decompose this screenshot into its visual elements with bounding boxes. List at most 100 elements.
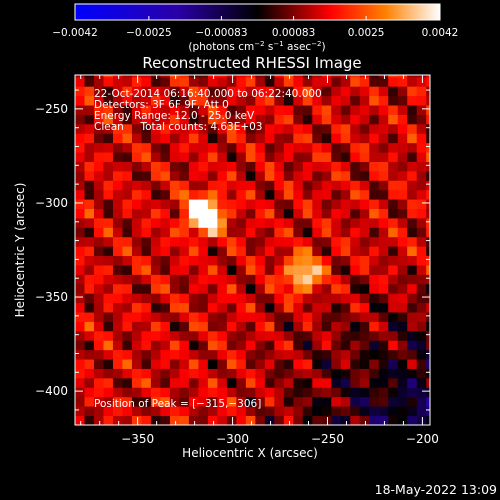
heatmap-cell [312, 255, 323, 266]
heatmap-cell [245, 133, 256, 144]
heatmap-cell [378, 227, 389, 238]
heatmap-cell [378, 208, 389, 219]
heatmap-cell [141, 189, 152, 200]
heatmap-cell [93, 274, 104, 285]
heatmap-cell [359, 321, 370, 332]
heatmap-cell [75, 406, 85, 416]
heatmap-cell [340, 321, 351, 332]
heatmap-cell [378, 274, 389, 285]
heatmap-cell [207, 161, 218, 172]
heatmap-cell [217, 208, 228, 219]
heatmap-cell [131, 114, 142, 125]
heatmap-cell [274, 189, 285, 200]
heatmap-cell [245, 105, 256, 115]
heatmap-cell [207, 152, 218, 162]
heatmap-cell [236, 265, 247, 275]
heatmap-cell [160, 133, 171, 144]
heatmap-cell [369, 396, 380, 407]
heatmap-cell [369, 199, 380, 210]
heatmap-cell [378, 368, 389, 379]
heatmap-cell [359, 340, 370, 351]
heatmap-cell [75, 114, 85, 125]
heatmap-cell [103, 142, 114, 153]
heatmap-cell [141, 75, 152, 78]
heatmap-cell [302, 161, 313, 172]
heatmap-cell [359, 265, 370, 275]
heatmap-cell [340, 227, 351, 238]
heatmap-cell [75, 340, 85, 351]
heatmap-cell [198, 321, 209, 332]
heatmap-cell [255, 180, 266, 191]
heatmap-cell [302, 377, 313, 388]
heatmap-cell [103, 152, 114, 162]
heatmap-cell [141, 302, 152, 313]
heatmap-cell [160, 330, 171, 341]
heatmap-cell [397, 218, 408, 228]
heatmap-cell [179, 246, 190, 257]
heatmap-cell [407, 377, 418, 388]
heatmap-cell [302, 330, 313, 341]
heatmap-cell [407, 227, 418, 238]
heatmap-cell [283, 255, 294, 266]
heatmap-cell [75, 133, 85, 144]
heatmap-cell [122, 396, 133, 407]
heatmap-cell [378, 349, 389, 360]
heatmap-cell [75, 246, 85, 257]
heatmap-cell [93, 189, 104, 200]
heatmap-cell [84, 227, 95, 238]
heatmap-cell [122, 312, 133, 322]
heatmap-cell [160, 321, 171, 332]
heatmap-cell [312, 114, 323, 125]
heatmap-cell [293, 152, 304, 162]
heatmap-cell [245, 142, 256, 153]
heatmap-cell [302, 114, 313, 125]
heatmap-cell [369, 349, 380, 360]
heatmap-cell [160, 170, 171, 181]
heatmap-cell [321, 255, 332, 266]
heatmap-cell [264, 133, 275, 144]
heatmap-cell [293, 95, 304, 106]
heatmap-cell [245, 406, 256, 416]
heatmap-cell [179, 199, 190, 210]
heatmap-cell [302, 321, 313, 332]
heatmap-cell [255, 105, 266, 115]
heatmap-cell [283, 218, 294, 228]
heatmap-cell [378, 236, 389, 247]
heatmap-cell [93, 180, 104, 191]
heatmap-cell [122, 274, 133, 285]
heatmap-cell [283, 123, 294, 134]
heatmap-cell [112, 377, 123, 388]
heatmap-cell [131, 227, 142, 238]
heatmap-cell [236, 199, 247, 210]
heatmap-cell [188, 312, 199, 322]
heatmap-cell [350, 265, 361, 275]
heatmap-cell [264, 255, 275, 266]
heatmap-cell [350, 105, 361, 115]
heatmap-cell [388, 142, 399, 153]
heatmap-cell [150, 123, 161, 134]
heatmap-cell [312, 283, 323, 294]
heatmap-cell [378, 246, 389, 257]
heatmap-cell [236, 86, 247, 97]
heatmap-cell [255, 321, 266, 332]
heatmap-cell [331, 274, 342, 285]
heatmap-cell [103, 312, 114, 322]
heatmap-cell [369, 255, 380, 266]
heatmap-cell [331, 114, 342, 125]
heatmap-cell [179, 359, 190, 369]
heatmap-cell [131, 180, 142, 191]
heatmap-cell [426, 170, 430, 181]
heatmap-cell [160, 114, 171, 125]
heatmap-cell [112, 349, 123, 360]
heatmap-cell [264, 142, 275, 153]
heatmap-cell [179, 340, 190, 351]
heatmap-cell [103, 321, 114, 332]
heatmap-cell [407, 302, 418, 313]
heatmap-cell [397, 114, 408, 125]
heatmap-cell [75, 255, 85, 266]
heatmap-cell [331, 321, 342, 332]
heatmap-cell [169, 265, 180, 275]
heatmap-cell [264, 283, 275, 294]
heatmap-cell [207, 293, 218, 304]
heatmap-cell [169, 283, 180, 294]
